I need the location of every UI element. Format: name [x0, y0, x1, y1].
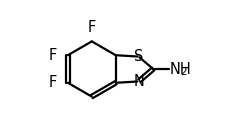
Text: F: F [49, 75, 57, 90]
Text: NH: NH [170, 62, 191, 76]
Text: F: F [49, 48, 57, 63]
Text: N: N [133, 74, 144, 89]
Text: F: F [88, 20, 96, 35]
Text: 2: 2 [181, 67, 187, 77]
Text: S: S [134, 49, 143, 64]
